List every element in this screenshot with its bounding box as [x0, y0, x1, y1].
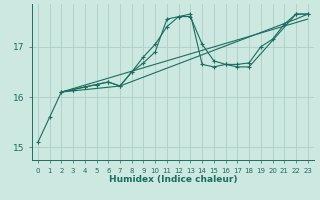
- X-axis label: Humidex (Indice chaleur): Humidex (Indice chaleur): [108, 175, 237, 184]
